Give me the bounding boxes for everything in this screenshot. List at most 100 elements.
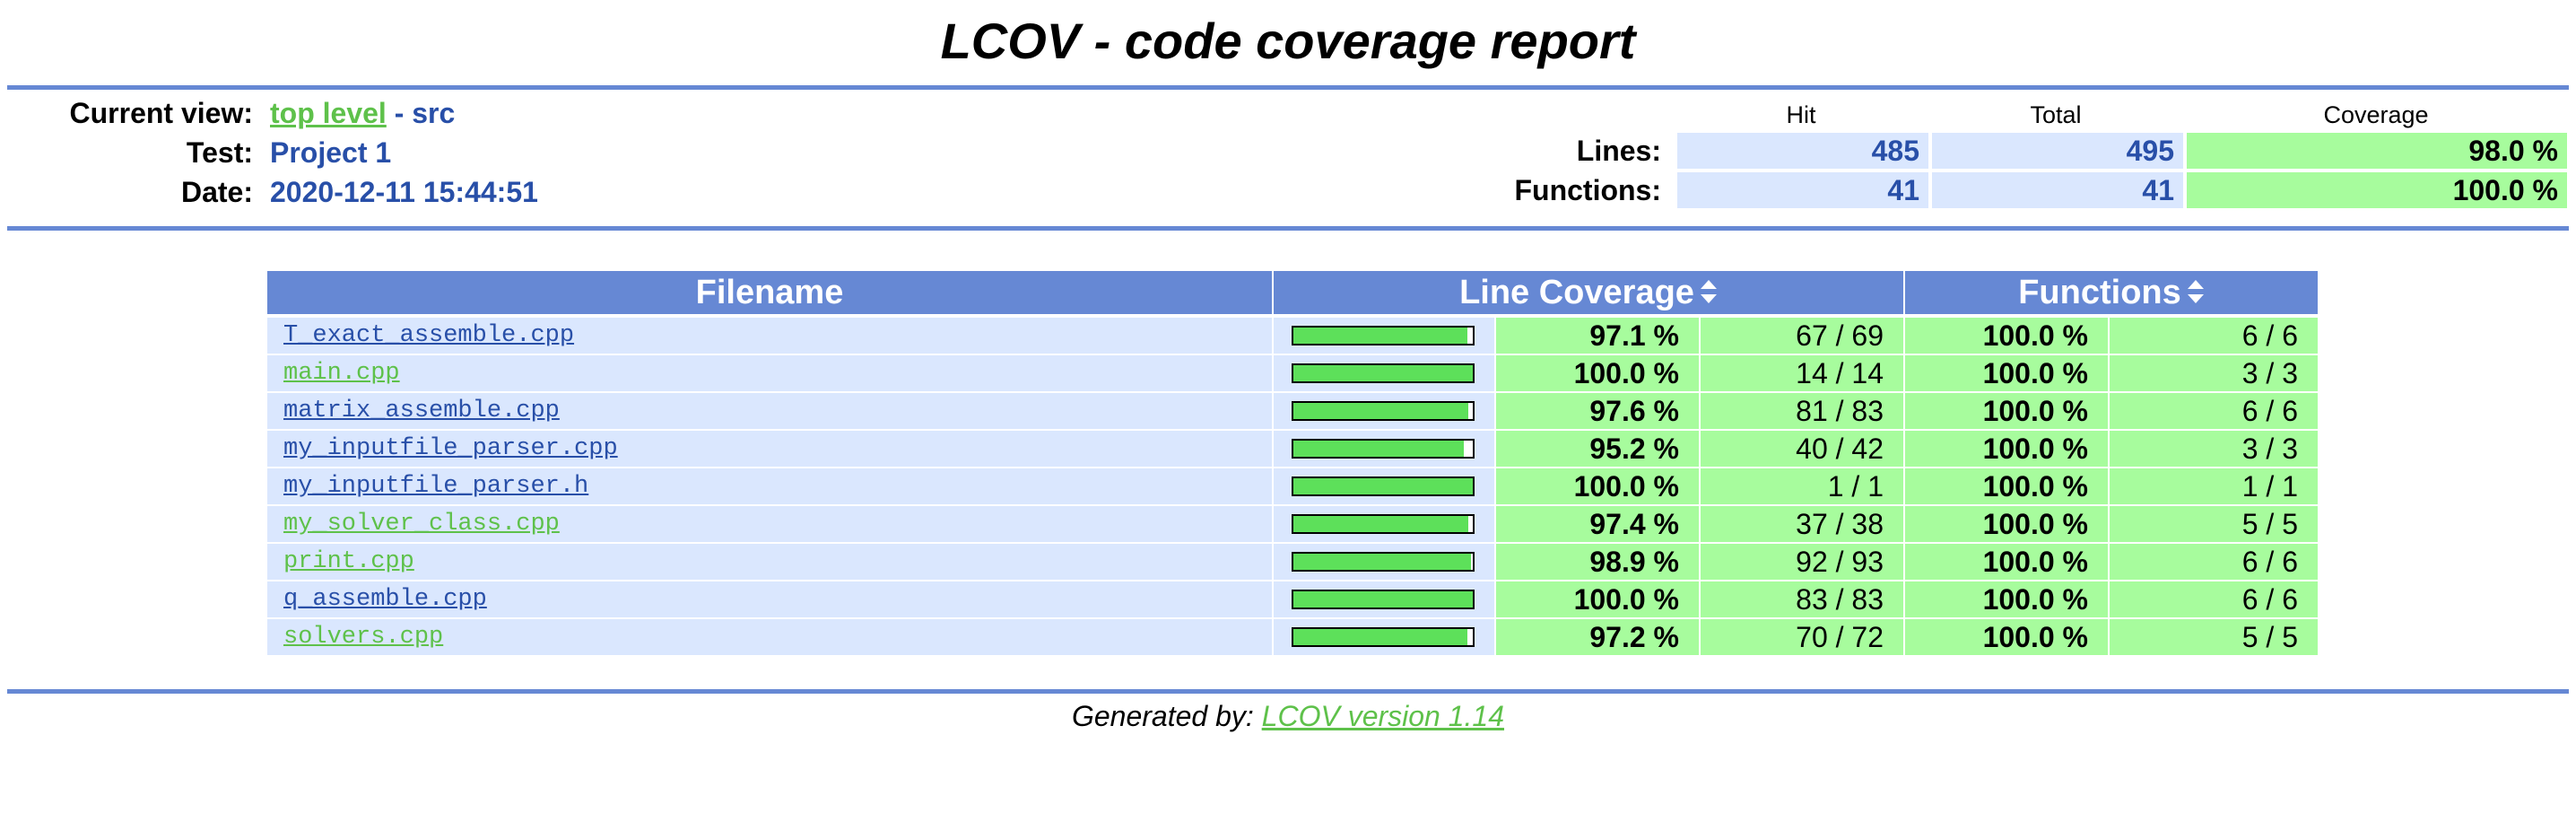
line-coverage-count: 70 / 72 [1701,619,1903,655]
test-value: Project 1 [270,136,392,169]
function-coverage-percent: 100.0 % [1905,619,2108,655]
line-coverage-count: 1 / 1 [1701,468,1903,504]
coverage-bar [1292,590,1475,609]
coverage-bar-cell [1274,318,1494,354]
current-view-label: Current view: [69,97,253,129]
column-header-line-coverage-label: Line Coverage [1459,274,1694,311]
test-label: Test: [186,136,253,169]
table-row: my_inputfile_parser.h 100.0 % 1 / 1 100.0 %… [267,468,2318,504]
filename-cell: my_inputfile_parser.h [267,468,1272,504]
table-row: T_exact_assemble.cpp 97.1 % 67 / 69 100.0 %… [267,318,2318,354]
file-link[interactable]: main.cpp [283,360,400,387]
filename-cell: q_assemble.cpp [267,581,1272,617]
current-dir: src [412,97,456,129]
table-row: q_assemble.cpp 100.0 % 83 / 83 100.0 % 6 / 6 [267,581,2318,617]
line-coverage-count: 83 / 83 [1701,581,1903,617]
filename-cell: T_exact_assemble.cpp [267,318,1272,354]
page-title: LCOV - code coverage report [940,13,1636,69]
line-coverage-percent: 97.6 % [1496,393,1699,429]
function-coverage-count: 6 / 6 [2110,544,2318,580]
summary-lines-coverage: 98.0 % [2187,133,2567,169]
date-label: Date: [180,176,253,208]
top-divider [7,85,2569,90]
function-coverage-percent: 100.0 % [1905,431,2108,467]
coverage-bar [1292,514,1475,534]
summary-functions-hit: 41 [1677,172,1928,208]
summary-functions-label: Functions: [1514,174,1661,206]
date-value: 2020-12-11 15:44:51 [270,176,538,208]
coverage-bar [1292,627,1475,647]
coverage-bar-cell [1274,431,1494,467]
sort-updown-icon[interactable] [2187,278,2205,305]
line-coverage-count: 92 / 93 [1701,544,1903,580]
table-row: my_inputfile_parser.cpp 95.2 % 40 / 42 100.… [267,431,2318,467]
function-coverage-percent: 100.0 % [1905,393,2108,429]
table-row: matrix_assemble.cpp 97.6 % 81 / 83 100.0 % 6… [267,393,2318,429]
function-coverage-count: 5 / 5 [2110,506,2318,542]
table-row: my_solver_class.cpp 97.4 % 37 / 38 100.0 % 5… [267,506,2318,542]
coverage-bar [1292,439,1475,459]
summary-total-header: Total [2030,101,2082,128]
function-coverage-percent: 100.0 % [1905,544,2108,580]
line-coverage-percent: 97.2 % [1496,619,1699,655]
file-link[interactable]: q_assemble.cpp [283,586,487,613]
function-coverage-percent: 100.0 % [1905,581,2108,617]
coverage-bar-fill [1293,441,1465,457]
header-divider [7,226,2569,231]
line-coverage-count: 14 / 14 [1701,355,1903,391]
generated-by-label: Generated by: [1071,700,1262,732]
summary-lines-hit: 485 [1677,133,1928,169]
file-link[interactable]: T_exact_assemble.cpp [283,322,575,349]
coverage-bar-fill [1293,554,1471,570]
line-coverage-count: 81 / 83 [1701,393,1903,429]
sort-updown-icon[interactable] [1700,278,1718,305]
line-coverage-percent: 95.2 % [1496,431,1699,467]
file-link[interactable]: matrix_assemble.cpp [283,398,560,424]
file-link[interactable]: my_inputfile_parser.cpp [283,435,618,462]
coverage-bar-cell [1274,544,1494,580]
footer: Generated by: LCOV version 1.14 [0,696,2576,736]
coverage-bar-cell [1274,355,1494,391]
lcov-version-link[interactable]: LCOV version 1.14 [1261,700,1505,732]
column-header-filename: Filename [267,271,1272,314]
column-header-functions: Functions [1905,271,2318,314]
line-coverage-percent: 100.0 % [1496,355,1699,391]
line-coverage-percent: 100.0 % [1496,468,1699,504]
table-row: main.cpp 100.0 % 14 / 14 100.0 % 3 / 3 [267,355,2318,391]
coverage-bar-cell [1274,506,1494,542]
coverage-bar-fill [1293,478,1473,494]
function-coverage-count: 6 / 6 [2110,581,2318,617]
file-link[interactable]: solvers.cpp [283,624,444,651]
coverage-bar-fill [1293,365,1473,381]
coverage-bar [1292,476,1475,496]
function-coverage-count: 5 / 5 [2110,619,2318,655]
filename-cell: matrix_assemble.cpp [267,393,1272,429]
line-coverage-count: 37 / 38 [1701,506,1903,542]
line-coverage-percent: 97.1 % [1496,318,1699,354]
coverage-bar-fill [1293,591,1473,608]
function-coverage-count: 6 / 6 [2110,318,2318,354]
coverage-bar [1292,326,1475,345]
filename-cell: print.cpp [267,544,1272,580]
summary-functions-total: 41 [1932,172,2183,208]
filename-cell: my_inputfile_parser.cpp [267,431,1272,467]
coverage-bar [1292,401,1475,421]
column-header-line-coverage: Line Coverage [1274,271,1903,314]
coverage-bar [1292,363,1475,383]
coverage-bar-cell [1274,581,1494,617]
filename-cell: my_solver_class.cpp [267,506,1272,542]
top-level-link[interactable]: top level [270,97,387,129]
table-row: solvers.cpp 97.2 % 70 / 72 100.0 % 5 / 5 [267,619,2318,655]
file-link[interactable]: my_inputfile_parser.h [283,473,589,500]
file-link[interactable]: my_solver_class.cpp [283,511,560,538]
line-coverage-percent: 97.4 % [1496,506,1699,542]
summary-functions-coverage: 100.0 % [2187,172,2567,208]
function-coverage-count: 6 / 6 [2110,393,2318,429]
line-coverage-count: 40 / 42 [1701,431,1903,467]
coverage-bar-fill [1293,403,1469,419]
coverage-bar-fill [1293,328,1468,344]
column-header-filename-label: Filename [695,274,844,311]
file-link[interactable]: print.cpp [283,548,414,575]
current-view-value: top level - src [270,95,455,131]
footer-divider [7,689,2569,694]
